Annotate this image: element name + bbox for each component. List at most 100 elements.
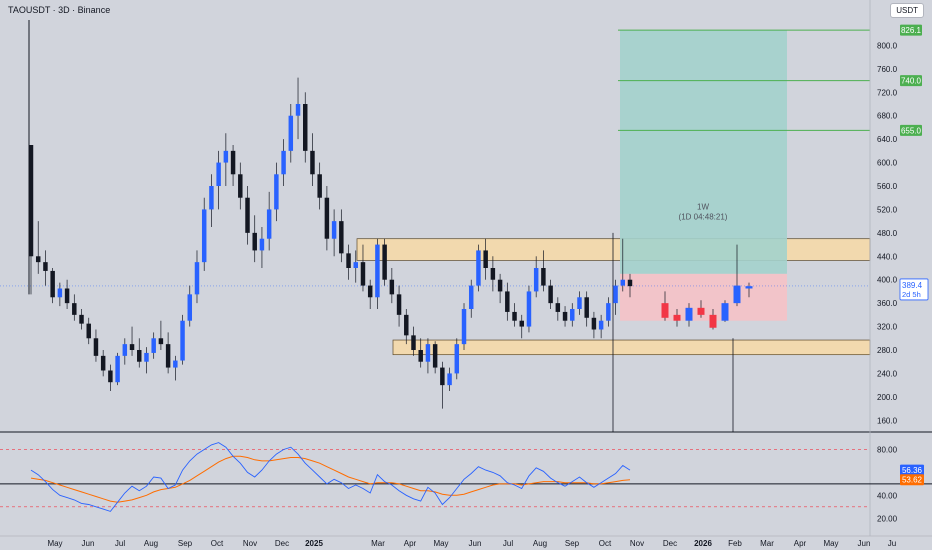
y-tick-label: 400.0 — [877, 276, 898, 285]
x-tick-label: Dec — [275, 539, 289, 548]
candle-body — [331, 221, 337, 239]
candle-body — [389, 279, 395, 295]
axis-layer: 160.0 200.0 240.0 280.0 320.0 360.0 400.0 440.0… — [0, 24, 932, 548]
x-tick-label: Mar — [371, 539, 385, 548]
candle-body — [115, 355, 120, 383]
y-tick-label: 200.0 — [877, 393, 898, 402]
x-tick-label: Apr — [794, 539, 807, 548]
candle-body — [598, 320, 604, 330]
candle-body — [497, 279, 503, 292]
x-tick-label: Jul — [503, 539, 513, 548]
candle-body — [165, 344, 171, 368]
rsi-ma-line — [30, 455, 631, 503]
rsi-value-tag — [900, 464, 924, 476]
candle-body — [57, 288, 63, 298]
x-tick-label: Mar — [760, 539, 774, 548]
currency-button[interactable]: USDT — [890, 3, 924, 18]
weekly-candle-body — [745, 286, 753, 289]
target-label: 655.0 — [901, 126, 922, 135]
candle-body — [548, 285, 553, 304]
y-tick-label: 640.0 — [877, 135, 898, 144]
y-tick-label: 480.0 — [877, 229, 898, 238]
candle-body — [375, 244, 380, 298]
x-tick-label: Jul — [115, 539, 125, 548]
candle-body — [476, 250, 481, 286]
candle-body — [50, 270, 55, 298]
y-tick-label: 800.0 — [877, 41, 898, 50]
y-tick-label: 360.0 — [877, 299, 898, 308]
y-tick-label: 560.0 — [877, 182, 898, 191]
y-tick-label: 760.0 — [877, 65, 898, 74]
candle-body — [173, 360, 178, 368]
candle-body — [144, 352, 149, 362]
candle-body — [129, 344, 135, 350]
candle-body — [72, 303, 77, 315]
x-tick-label: 2025 — [305, 539, 323, 548]
zones-layer — [356, 29, 871, 356]
candle-body — [353, 262, 358, 268]
candle-body — [620, 279, 626, 286]
weekly-candle-body — [733, 285, 741, 304]
x-tick-label: May — [433, 539, 448, 548]
candle-body — [151, 338, 156, 353]
rsi-panel — [0, 442, 932, 512]
y-tick-label: 320.0 — [877, 323, 898, 332]
candle-body — [505, 291, 510, 312]
weekly-candle-body — [709, 314, 717, 328]
target-tag — [900, 124, 922, 136]
x-tick-label: Jun — [469, 539, 482, 548]
candle-body — [627, 279, 633, 287]
y-tick-label: 720.0 — [877, 88, 898, 97]
x-tick-label: Oct — [599, 539, 612, 548]
candle-body — [555, 303, 561, 312]
x-tick-label: May — [47, 539, 62, 548]
candle-body — [201, 209, 207, 263]
candle-body — [259, 238, 265, 251]
candle-body — [447, 373, 452, 386]
candle-body — [346, 253, 351, 268]
rsi-tick-label: 80.00 — [877, 445, 898, 454]
candle-body — [468, 285, 474, 309]
candle-body — [519, 320, 524, 327]
candle-body — [266, 209, 272, 239]
candle-body — [382, 244, 387, 280]
candle-body — [411, 335, 416, 350]
candle-body — [454, 344, 460, 374]
candle-body — [43, 262, 48, 271]
candle-body — [35, 256, 41, 263]
candle-body — [317, 174, 322, 198]
candle-body — [281, 150, 286, 175]
candle-body — [158, 338, 164, 345]
candle-body — [367, 285, 373, 298]
candle-body — [194, 262, 200, 295]
candle-body — [526, 291, 532, 327]
candle-body — [245, 197, 250, 233]
y-tick-label: 600.0 — [877, 159, 898, 168]
x-tick-label: Sep — [178, 539, 193, 548]
x-tick-label: Nov — [630, 539, 644, 548]
x-tick-label: Oct — [211, 539, 224, 548]
candle-body — [310, 150, 315, 175]
candle-body — [230, 150, 236, 175]
y-tick-label: 240.0 — [877, 369, 898, 378]
zone-resistance — [356, 238, 871, 261]
x-tick-label: Sep — [565, 539, 580, 548]
candle-body — [324, 197, 330, 239]
x-tick-label: Jun — [82, 539, 95, 548]
candle-body — [512, 311, 517, 321]
candle-body — [591, 317, 597, 330]
candle-body — [209, 186, 214, 210]
candle-body — [108, 370, 113, 383]
candle-body — [533, 268, 539, 292]
candle-body — [570, 309, 575, 321]
candle-body — [404, 314, 409, 336]
y-tick-label: 160.0 — [877, 416, 898, 425]
candle-body — [223, 150, 229, 163]
candle-body — [613, 285, 618, 304]
y-tick-label: 520.0 — [877, 205, 898, 214]
candle-body — [86, 323, 91, 339]
candle-body — [216, 162, 221, 186]
candle-body — [360, 262, 366, 286]
candle-body — [187, 294, 193, 321]
